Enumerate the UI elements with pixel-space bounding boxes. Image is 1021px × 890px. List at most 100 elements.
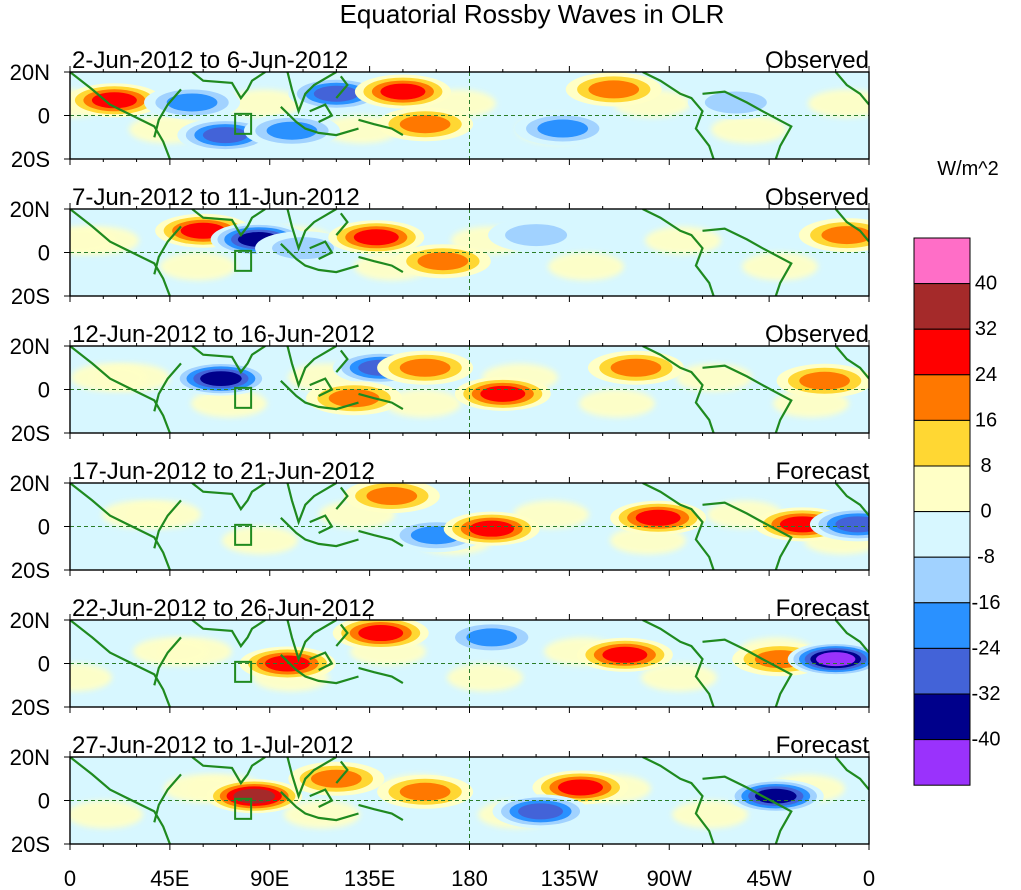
y-tick-label: 0	[38, 789, 50, 814]
weak-anomaly	[548, 252, 624, 281]
coastline	[335, 212, 349, 236]
panel-status: Forecast	[776, 595, 870, 622]
coastline	[280, 791, 359, 822]
anomaly-contour	[635, 509, 681, 526]
coastline	[702, 775, 793, 844]
weak-anomaly	[70, 663, 112, 692]
weak-anomaly	[70, 226, 116, 255]
coastline	[358, 118, 404, 137]
coastline	[358, 255, 404, 274]
coastline	[702, 227, 793, 296]
coastline	[280, 106, 359, 137]
y-tick-label: 20N	[10, 197, 50, 222]
coastline	[70, 757, 171, 844]
coastline	[153, 499, 182, 549]
coastline	[191, 72, 266, 101]
coastline	[191, 757, 266, 786]
region-box	[234, 249, 253, 272]
weak-anomaly	[284, 800, 360, 829]
coastline	[286, 483, 337, 526]
colorbar-swatch	[913, 374, 971, 421]
colorbar-swatch	[913, 739, 971, 786]
coastline	[309, 651, 334, 671]
coastline	[286, 209, 337, 252]
coastline	[286, 757, 337, 800]
y-tick-label: 0	[38, 378, 50, 403]
anomaly-contour	[610, 358, 662, 377]
colorbar-label: -8	[977, 546, 995, 568]
coastline	[335, 623, 349, 647]
weak-anomaly	[160, 252, 236, 281]
panel-group: 2-Jun-2012 to 6-Jun-2012 Observed20N020S7…	[10, 47, 870, 857]
coastline	[335, 760, 349, 784]
panel-1: 2-Jun-2012 to 6-Jun-2012 Observed 20N 0 20S	[10, 47, 870, 172]
colorbar-label: 24	[975, 364, 997, 386]
coastline	[358, 666, 404, 685]
anomaly-contour	[380, 83, 426, 100]
coastline	[280, 654, 359, 685]
weak-anomaly	[579, 389, 655, 418]
coastline	[834, 757, 869, 791]
colorbar-label: -24	[972, 637, 1001, 659]
y-tick-label: 0	[38, 241, 50, 266]
colorbar-swatch	[913, 283, 971, 330]
panel-date-range: 2-Jun-2012 to 6-Jun-2012	[72, 47, 348, 74]
panel-5: 22-Jun-2012 to 26-Jun-2012 Forecast 20N 0 20…	[10, 595, 870, 720]
coastline	[335, 486, 349, 510]
coastline	[153, 773, 182, 823]
y-tick-label: 20N	[10, 471, 50, 496]
coastline	[358, 392, 404, 411]
weak-anomaly	[447, 663, 523, 692]
colorbar-swatch	[913, 647, 971, 695]
anomaly-contour	[202, 127, 248, 144]
coastline	[834, 620, 869, 654]
colorbar-swatch	[913, 602, 971, 649]
panel-4: 17-Jun-2012 to 21-Jun-2012 Forecast 20N 0 20…	[10, 458, 870, 583]
x-tick-label: 0	[863, 866, 875, 890]
anomaly-contour	[166, 93, 218, 112]
anomaly-contour	[588, 80, 640, 99]
coastline	[309, 103, 334, 123]
coastline	[335, 75, 349, 99]
coastline	[70, 72, 171, 159]
anomaly-contour	[311, 769, 362, 788]
coastline	[70, 483, 171, 570]
colorbar-label: -32	[972, 683, 1001, 705]
coastline	[280, 380, 359, 411]
panel-date-range: 17-Jun-2012 to 21-Jun-2012	[72, 458, 375, 485]
colorbar-swatch	[913, 237, 971, 285]
region-box	[234, 523, 253, 546]
coastline	[702, 501, 793, 570]
anomaly-contour	[399, 358, 451, 377]
coastline	[642, 346, 715, 433]
weak-anomaly	[102, 500, 178, 529]
anomaly-contour	[466, 628, 518, 647]
coastline	[309, 514, 334, 534]
anomaly-contour	[266, 121, 318, 140]
y-tick-label: 20S	[11, 147, 50, 172]
coastline	[642, 209, 715, 296]
panel-3: 12-Jun-2012 to 16-Jun-2012 Observed 20N 0 20…	[10, 321, 870, 446]
anomaly-contour	[399, 115, 451, 134]
x-tick-label: 180	[451, 866, 488, 890]
region-box	[234, 112, 253, 135]
colorbar: W/m^2 40 32 24 16 8 0 -8 -16 -24 -32 -40	[913, 158, 1001, 786]
y-tick-label: 20S	[11, 558, 50, 583]
coastline	[834, 483, 869, 517]
y-tick-label: 0	[38, 515, 50, 540]
region-box	[234, 386, 253, 409]
coastline	[358, 803, 404, 822]
anomaly-contour	[518, 803, 564, 820]
coastline	[153, 636, 182, 686]
anomaly-contour	[557, 779, 603, 796]
coastline	[153, 362, 182, 412]
weak-anomaly	[222, 526, 298, 555]
y-tick-label: 0	[38, 104, 50, 129]
anomaly-contour	[469, 520, 515, 537]
anomaly-contour	[704, 91, 767, 114]
anomaly-contour	[835, 516, 869, 533]
coastline	[153, 88, 182, 138]
colorbar-swatch	[913, 511, 971, 558]
panel-2: 7-Jun-2012 to 11-Jun-2012 Observed 20N 0 20S	[10, 184, 870, 309]
